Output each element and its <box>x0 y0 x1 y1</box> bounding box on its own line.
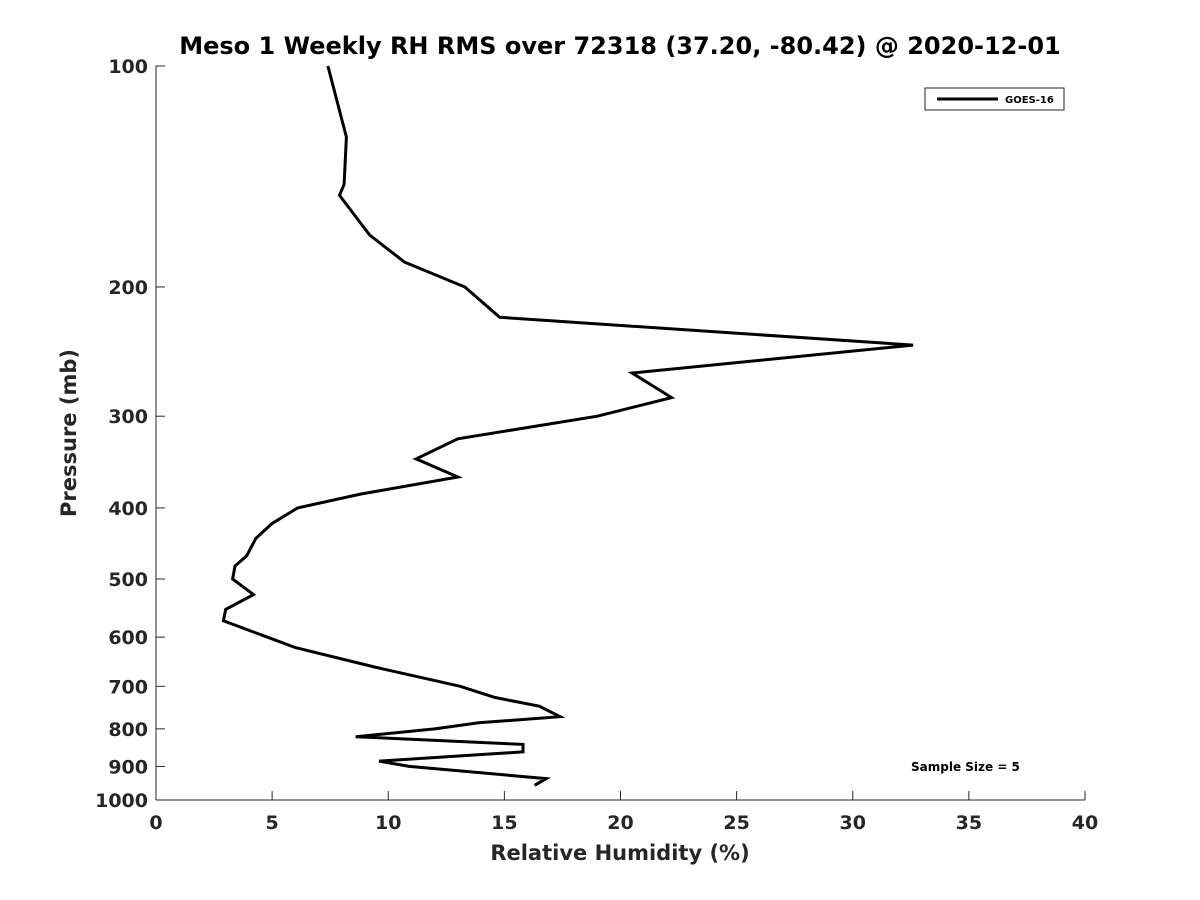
y-tick-label: 900 <box>108 756 148 778</box>
legend: GOES-16 <box>924 87 1065 111</box>
series-line-goes16 <box>221 65 914 787</box>
legend-label-goes16: GOES-16 <box>1005 95 1054 106</box>
x-tick-group: 0 5 10 15 20 25 30 35 40 <box>149 791 1098 834</box>
chart-title: Meso 1 Weekly RH RMS over 72318 (37.20, … <box>179 32 1061 60</box>
x-axis-label: Relative Humidity (%) <box>490 841 749 865</box>
y-axis-label: Pressure (mb) <box>57 349 81 517</box>
x-tick-label: 40 <box>1072 812 1098 834</box>
x-tick-label: 0 <box>149 812 162 834</box>
x-tick-label: 10 <box>375 812 401 834</box>
y-tick-label: 400 <box>108 498 148 520</box>
y-tick-group: 100 200 300 400 500 600 700 800 900 1000 <box>95 56 165 812</box>
y-tick-label: 100 <box>108 56 148 78</box>
x-tick-label: 25 <box>723 812 749 834</box>
y-tick-label: 500 <box>108 569 148 591</box>
x-tick-label: 15 <box>491 812 517 834</box>
x-tick-label: 35 <box>956 812 982 834</box>
y-tick-label: 700 <box>108 676 148 698</box>
x-tick-label: 20 <box>607 812 633 834</box>
sample-size-annotation: Sample Size = 5 <box>911 760 1020 774</box>
x-tick-label: 30 <box>840 812 866 834</box>
x-tick-label: 5 <box>266 812 279 834</box>
y-tick-label: 300 <box>108 406 148 428</box>
y-tick-label: 200 <box>108 277 148 299</box>
plot-axes <box>155 66 1085 801</box>
y-tick-label: 600 <box>108 627 148 649</box>
y-tick-label: 800 <box>108 719 148 741</box>
y-tick-label: 1000 <box>95 790 148 812</box>
